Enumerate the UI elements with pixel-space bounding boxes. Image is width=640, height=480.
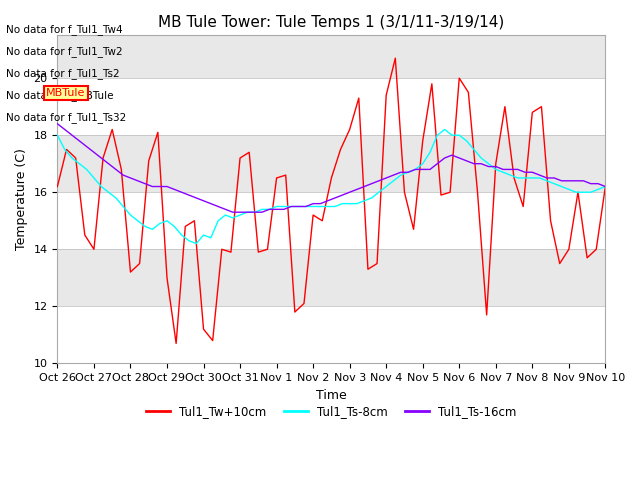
Text: No data for f_Tul1_Ts32: No data for f_Tul1_Ts32: [6, 112, 127, 123]
Text: No data for f_Tul1_Ts2: No data for f_Tul1_Ts2: [6, 68, 120, 79]
Text: MBTule: MBTule: [46, 88, 86, 98]
Text: No data for f_Tul1_Tw2: No data for f_Tul1_Tw2: [6, 46, 123, 57]
Text: No data for f_MBTule: No data for f_MBTule: [6, 90, 114, 101]
Y-axis label: Temperature (C): Temperature (C): [15, 148, 28, 250]
Text: No data for f_Tul1_Tw4: No data for f_Tul1_Tw4: [6, 24, 123, 35]
Bar: [58, 78, 605, 135]
Bar: [58, 192, 605, 249]
Legend: Tul1_Tw+10cm, Tul1_Ts-8cm, Tul1_Ts-16cm: Tul1_Tw+10cm, Tul1_Ts-8cm, Tul1_Ts-16cm: [141, 401, 522, 423]
Bar: [58, 306, 605, 363]
Title: MB Tule Tower: Tule Temps 1 (3/1/11-3/19/14): MB Tule Tower: Tule Temps 1 (3/1/11-3/19…: [158, 15, 504, 30]
X-axis label: Time: Time: [316, 389, 347, 402]
